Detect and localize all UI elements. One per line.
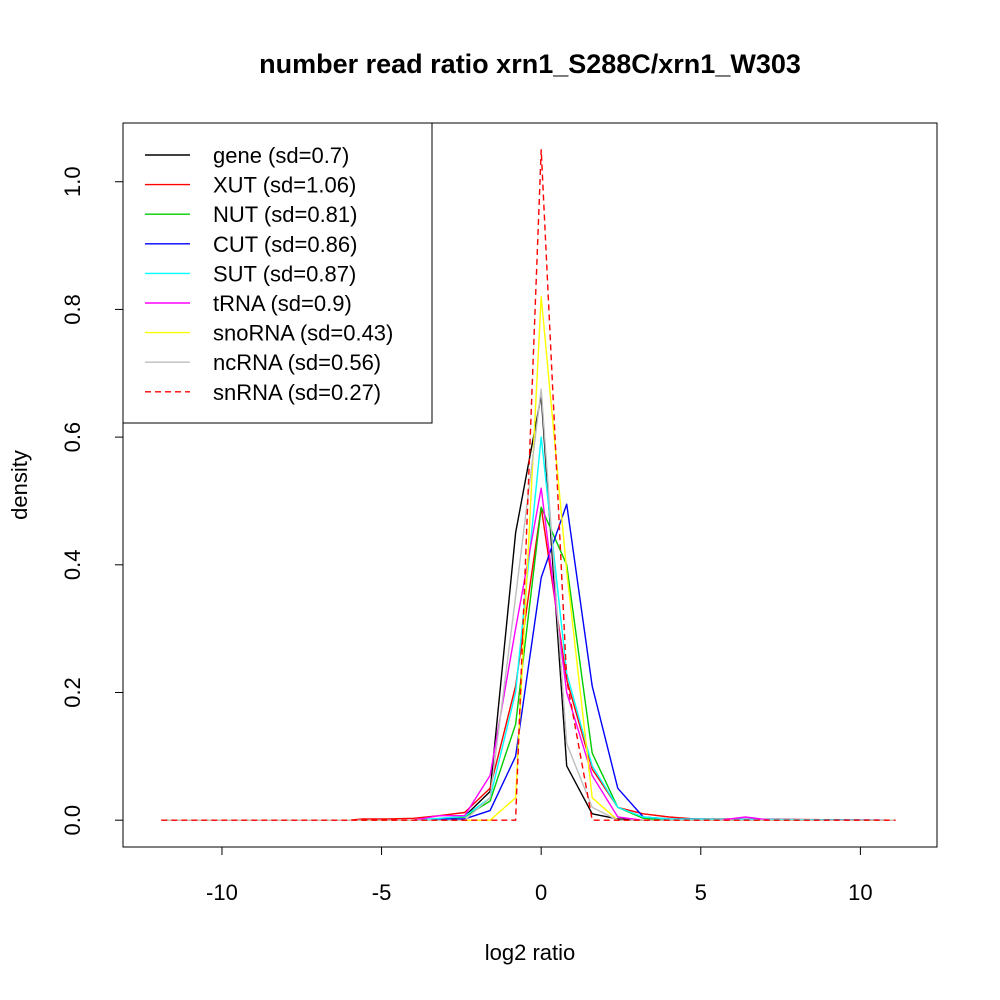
series-line-4: [161, 436, 896, 821]
legend-label-1: XUT (sd=1.06): [213, 173, 356, 198]
y-tick-label: 0.0: [60, 805, 85, 836]
y-tick-label: 1.0: [60, 166, 85, 197]
y-tick-label: 0.8: [60, 294, 85, 325]
x-tick-label: -5: [372, 880, 392, 905]
x-tick-label: 10: [848, 880, 872, 905]
series-line-5: [161, 487, 896, 821]
chart-title: number read ratio xrn1_S288C/xrn1_W303: [259, 49, 801, 79]
series-line-1: [161, 506, 896, 821]
x-tick-label: -10: [206, 880, 238, 905]
y-tick-label: 0.6: [60, 422, 85, 453]
legend-label-4: SUT (sd=0.87): [213, 261, 356, 286]
x-axis-label: log2 ratio: [485, 940, 576, 965]
series-line-7: [161, 388, 896, 821]
legend-label-0: gene (sd=0.7): [213, 143, 349, 168]
series-line-6: [161, 296, 896, 821]
series-line-8: [161, 149, 896, 821]
legend-label-5: tRNA (sd=0.9): [213, 291, 352, 316]
legend-label-8: snRNA (sd=0.27): [213, 380, 381, 405]
legend-label-3: CUT (sd=0.86): [213, 232, 357, 257]
y-tick-label: 0.4: [60, 550, 85, 581]
series-line-0: [161, 394, 896, 821]
x-tick-label: 0: [535, 880, 547, 905]
legend-label-6: snoRNA (sd=0.43): [213, 321, 393, 346]
legend-label-7: ncRNA (sd=0.56): [213, 350, 381, 375]
y-axis-label: density: [7, 450, 32, 520]
x-axis: -10 -5 0 5 10: [206, 846, 873, 905]
plot-lines: [161, 149, 896, 821]
legend-label-2: NUT (sd=0.81): [213, 202, 357, 227]
legend: gene (sd=0.7) XUT (sd=1.06) NUT (sd=0.81) C…: [122, 122, 433, 424]
y-axis: 0.0 0.2 0.4 0.6 0.8 1.0: [60, 166, 124, 836]
y-tick-label: 0.2: [60, 677, 85, 708]
x-tick-label: 5: [695, 880, 707, 905]
